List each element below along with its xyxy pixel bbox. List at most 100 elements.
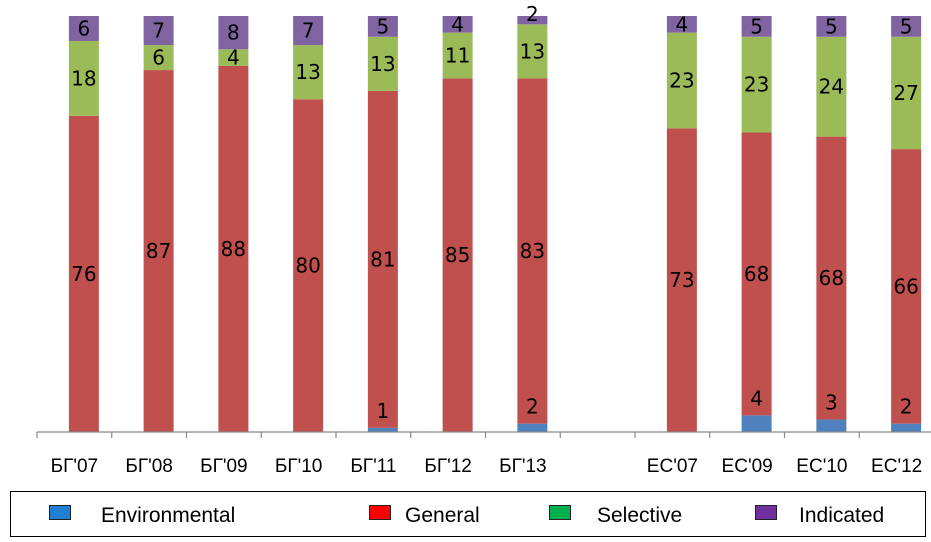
x-tick-label: БГ'07 bbox=[51, 456, 99, 477]
data-label-selective: 11 bbox=[445, 44, 470, 68]
data-label-selective: 23 bbox=[744, 73, 769, 97]
data-label-indicated: 4 bbox=[676, 12, 689, 36]
legend-label-environmental: Environmental bbox=[101, 504, 236, 527]
bar-segment-indicated bbox=[442, 16, 473, 33]
bar-segment-selective bbox=[367, 36, 398, 91]
bar-segment-general bbox=[218, 65, 249, 433]
data-label-indicated: 5 bbox=[750, 14, 763, 38]
value-labels-layer: 7618687678848801371811358511428313273234… bbox=[71, 2, 919, 423]
bar-segment-general bbox=[891, 149, 922, 424]
legend-item-general: General bbox=[369, 504, 480, 528]
x-tick-label: БГ'12 bbox=[424, 456, 472, 477]
x-tick-label: БГ'08 bbox=[125, 456, 173, 477]
x-tick-label: ЕС'10 bbox=[796, 456, 847, 477]
x-tick-label: БГ'13 bbox=[499, 456, 547, 477]
x-tick-label: БГ'09 bbox=[200, 456, 248, 477]
bar-segment-general bbox=[517, 78, 548, 424]
legend-item-selective: Selective bbox=[549, 504, 682, 528]
bar-segment-general bbox=[143, 70, 174, 432]
bar-segment-general bbox=[666, 128, 697, 432]
bar-segment-general bbox=[367, 90, 398, 428]
data-label-selective: 13 bbox=[520, 39, 545, 63]
data-label-general: 83 bbox=[520, 239, 545, 263]
legend-item-indicated: Indicated bbox=[755, 504, 884, 528]
bar-segment-general bbox=[816, 136, 847, 420]
x-tick-label: ЕС'09 bbox=[722, 456, 773, 477]
data-label-environmental: 2 bbox=[526, 395, 539, 419]
legend: Environmental General Selective Indicate… bbox=[10, 491, 926, 537]
data-label-indicated: 5 bbox=[900, 14, 913, 38]
data-label-selective: 4 bbox=[227, 46, 240, 70]
bar-segment-environmental bbox=[816, 419, 847, 432]
data-label-indicated: 6 bbox=[78, 16, 91, 40]
data-label-general: 66 bbox=[893, 274, 918, 298]
bar-segment-indicated bbox=[68, 16, 99, 41]
data-label-environmental: 4 bbox=[750, 386, 763, 410]
legend-item-environmental: Environmental bbox=[49, 504, 235, 528]
data-label-indicated: 5 bbox=[377, 14, 390, 38]
legend-swatch-indicated bbox=[755, 504, 777, 520]
bar-segment-selective bbox=[143, 45, 174, 71]
legend-label-selective: Selective bbox=[597, 504, 683, 527]
x-tick-label: ЕС'12 bbox=[871, 456, 922, 477]
bar-segment-selective bbox=[442, 32, 473, 79]
bar-segment-environmental bbox=[741, 415, 772, 432]
bar-segment-environmental bbox=[367, 427, 398, 432]
legend-swatch-selective bbox=[549, 504, 571, 520]
bars-layer bbox=[68, 16, 922, 433]
data-label-selective: 24 bbox=[819, 75, 844, 99]
data-label-general: 68 bbox=[819, 266, 844, 290]
x-tick-label: БГ'11 bbox=[350, 456, 396, 477]
bar-segment-general bbox=[293, 99, 324, 432]
data-label-general: 88 bbox=[221, 237, 246, 261]
legend-swatch-general bbox=[369, 504, 391, 520]
bar-segment-environmental bbox=[517, 423, 548, 432]
x-tick-label: ЕС'07 bbox=[647, 456, 698, 477]
bar-segment-selective bbox=[816, 36, 847, 137]
bar-segment-indicated bbox=[218, 16, 249, 50]
bar-segment-selective bbox=[517, 24, 548, 79]
bar-segment-selective bbox=[68, 40, 99, 116]
bar-segment-selective bbox=[218, 49, 249, 66]
bar-segment-selective bbox=[891, 36, 922, 150]
legend-label-general: General bbox=[405, 504, 480, 527]
data-label-selective: 13 bbox=[295, 60, 320, 84]
bar-segment-indicated bbox=[293, 16, 324, 46]
data-label-general: 85 bbox=[445, 243, 470, 267]
bar-segment-indicated bbox=[143, 16, 174, 46]
data-label-environmental: 3 bbox=[825, 391, 838, 415]
data-label-selective: 27 bbox=[893, 81, 918, 105]
bar-segment-environmental bbox=[891, 423, 922, 432]
data-label-indicated: 8 bbox=[227, 21, 240, 45]
data-label-indicated: 7 bbox=[152, 19, 165, 43]
bar-segment-general bbox=[68, 115, 99, 432]
data-label-general: 87 bbox=[146, 239, 171, 263]
data-label-indicated: 7 bbox=[302, 19, 315, 43]
data-label-general: 73 bbox=[669, 268, 694, 292]
bar-segment-selective bbox=[741, 36, 772, 133]
data-label-indicated: 2 bbox=[526, 2, 539, 26]
data-label-environmental: 2 bbox=[900, 395, 913, 419]
bar-segment-indicated bbox=[891, 16, 922, 37]
legend-label-indicated: Indicated bbox=[799, 504, 885, 527]
legend-swatch-environmental bbox=[49, 504, 71, 520]
data-label-general: 76 bbox=[71, 262, 96, 286]
data-label-selective: 18 bbox=[71, 66, 96, 90]
bar-segment-indicated bbox=[517, 16, 548, 25]
bar-segment-selective bbox=[293, 45, 324, 100]
bar-segment-general bbox=[442, 78, 473, 433]
data-label-indicated: 4 bbox=[451, 12, 464, 36]
bar-segment-general bbox=[741, 132, 772, 416]
bar-segment-indicated bbox=[367, 16, 398, 37]
bar-segment-indicated bbox=[666, 16, 697, 33]
bar-segment-indicated bbox=[741, 16, 772, 37]
data-label-selective: 13 bbox=[370, 52, 395, 76]
data-label-general: 68 bbox=[744, 262, 769, 286]
data-label-general: 81 bbox=[370, 247, 395, 271]
x-axis: БГ'07 БГ'08 БГ'09 БГ'10 БГ'11 БГ'12 БГ'13 ЕС'07… bbox=[36, 431, 931, 477]
data-label-indicated: 5 bbox=[825, 14, 838, 38]
data-label-general: 80 bbox=[295, 254, 320, 278]
data-label-environmental: 1 bbox=[377, 399, 390, 423]
bar-segment-indicated bbox=[816, 16, 847, 37]
